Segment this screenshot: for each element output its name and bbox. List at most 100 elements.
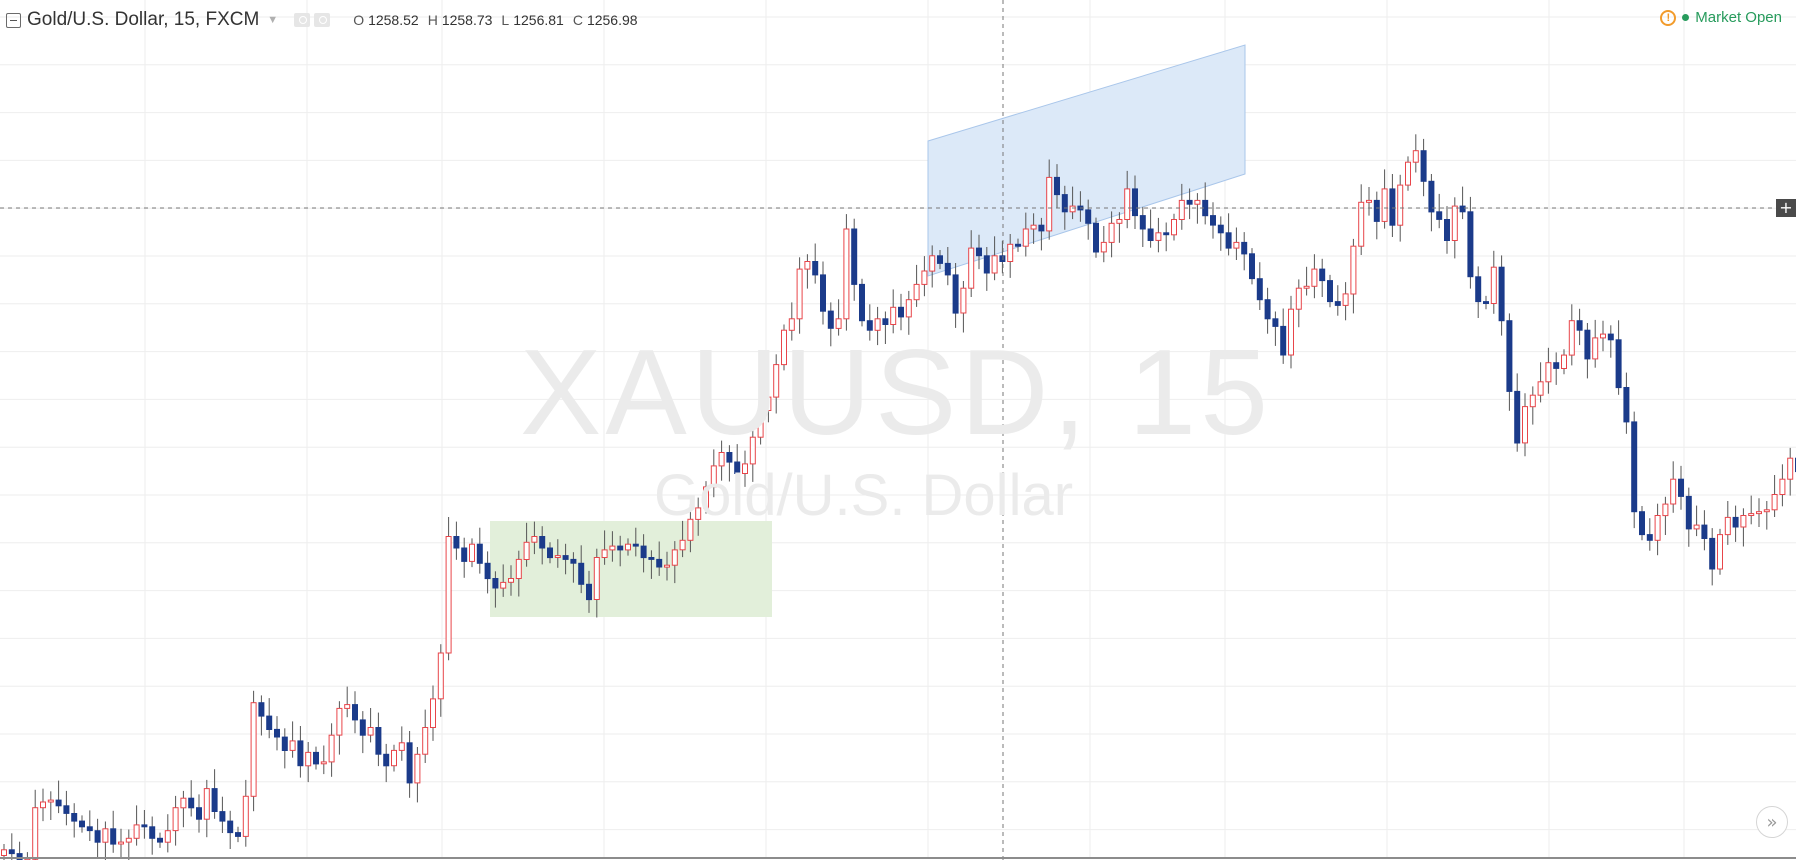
candle — [1295, 279, 1302, 328]
settings-icon[interactable] — [314, 13, 331, 27]
candle-body — [1194, 199, 1201, 205]
candle-body — [235, 832, 241, 837]
candle-body — [1787, 457, 1794, 480]
candle-body — [1444, 219, 1450, 241]
candle-body — [1514, 390, 1521, 444]
candle — [632, 527, 639, 557]
candle — [1412, 134, 1419, 173]
candle — [1038, 217, 1045, 251]
candle — [1732, 505, 1739, 542]
candle-body — [328, 734, 335, 763]
candle-body — [336, 707, 343, 736]
collapse-legend-icon[interactable] — [6, 12, 21, 28]
candle-body — [578, 562, 585, 585]
candle-body — [960, 287, 967, 314]
candle-body — [211, 788, 218, 812]
candle-body — [141, 824, 148, 828]
candle-body — [414, 753, 421, 784]
candle — [118, 828, 124, 858]
candle — [180, 790, 187, 828]
candle — [414, 747, 421, 803]
market-status-label: Market Open — [1695, 9, 1782, 26]
candle — [1522, 393, 1528, 457]
candle — [79, 815, 85, 833]
candle-body — [110, 828, 117, 845]
candle-body — [1623, 387, 1630, 423]
candle — [593, 548, 600, 618]
candle — [1155, 217, 1162, 253]
candle-body — [1740, 515, 1747, 528]
candle — [47, 791, 54, 820]
chevron-down-icon[interactable]: ▼ — [267, 14, 279, 26]
candle-body — [1288, 308, 1294, 356]
candle-body — [1334, 301, 1341, 306]
candle-body — [250, 702, 257, 797]
candle-body — [734, 461, 741, 474]
candle — [812, 243, 819, 284]
candle — [796, 257, 803, 334]
candle — [1756, 498, 1762, 527]
candle-body — [1225, 232, 1232, 249]
candle-body — [1241, 241, 1248, 255]
candle — [359, 711, 366, 754]
candle-body — [1233, 241, 1240, 249]
candle-body — [242, 795, 249, 837]
candle — [866, 304, 873, 341]
candle — [671, 541, 678, 584]
candle — [430, 685, 436, 741]
candle — [8, 833, 15, 860]
candle — [820, 261, 826, 325]
candle — [1288, 295, 1294, 369]
candle — [1693, 505, 1700, 537]
candle — [219, 796, 226, 833]
consolidation-rectangle[interactable] — [490, 521, 772, 617]
candle — [1607, 325, 1614, 358]
symbol-title[interactable]: Gold/U.S. Dollar, 15, FXCM — [27, 9, 260, 30]
candle — [157, 832, 163, 848]
candle-body — [1467, 211, 1474, 278]
candle — [289, 721, 296, 758]
candle-body — [180, 797, 187, 809]
candle-body — [1342, 293, 1349, 306]
candle-body — [609, 545, 616, 551]
candle-body — [1280, 325, 1287, 356]
candle-body — [1701, 524, 1708, 539]
candle-body — [476, 543, 483, 564]
candle-body — [625, 543, 631, 551]
candle-body — [297, 740, 304, 767]
candle — [648, 550, 655, 579]
candle-body — [118, 841, 124, 845]
candle-body — [757, 410, 764, 438]
eye-icon[interactable] — [294, 13, 311, 27]
candle-body — [437, 652, 444, 700]
candle-body — [1732, 516, 1739, 528]
candle-body — [648, 557, 655, 560]
scroll-to-realtime-button[interactable]: » — [1756, 806, 1788, 838]
low-value: 1256.81 — [513, 12, 564, 28]
candle — [445, 517, 452, 661]
candle — [1366, 187, 1372, 216]
candle-body — [258, 702, 265, 717]
candle — [352, 691, 358, 734]
candle — [1490, 250, 1497, 314]
candle-body — [952, 274, 959, 314]
add-price-line-button[interactable]: + — [1776, 199, 1796, 217]
trend-channel[interactable] — [927, 44, 1246, 277]
candle-body — [406, 742, 413, 784]
candle — [1467, 196, 1474, 289]
candle-body — [305, 751, 312, 767]
candle-body — [796, 268, 803, 320]
candle-body — [469, 543, 475, 562]
candle — [523, 522, 530, 567]
candle — [1779, 464, 1786, 507]
candle-body — [1748, 513, 1755, 516]
alert-icon[interactable]: ! — [1660, 9, 1677, 26]
candle — [383, 743, 390, 783]
candle — [788, 302, 795, 341]
candle — [1280, 308, 1287, 364]
candle-body — [398, 742, 405, 751]
candle-body — [1038, 224, 1045, 232]
candle-body — [937, 255, 943, 264]
candle — [1724, 501, 1731, 545]
